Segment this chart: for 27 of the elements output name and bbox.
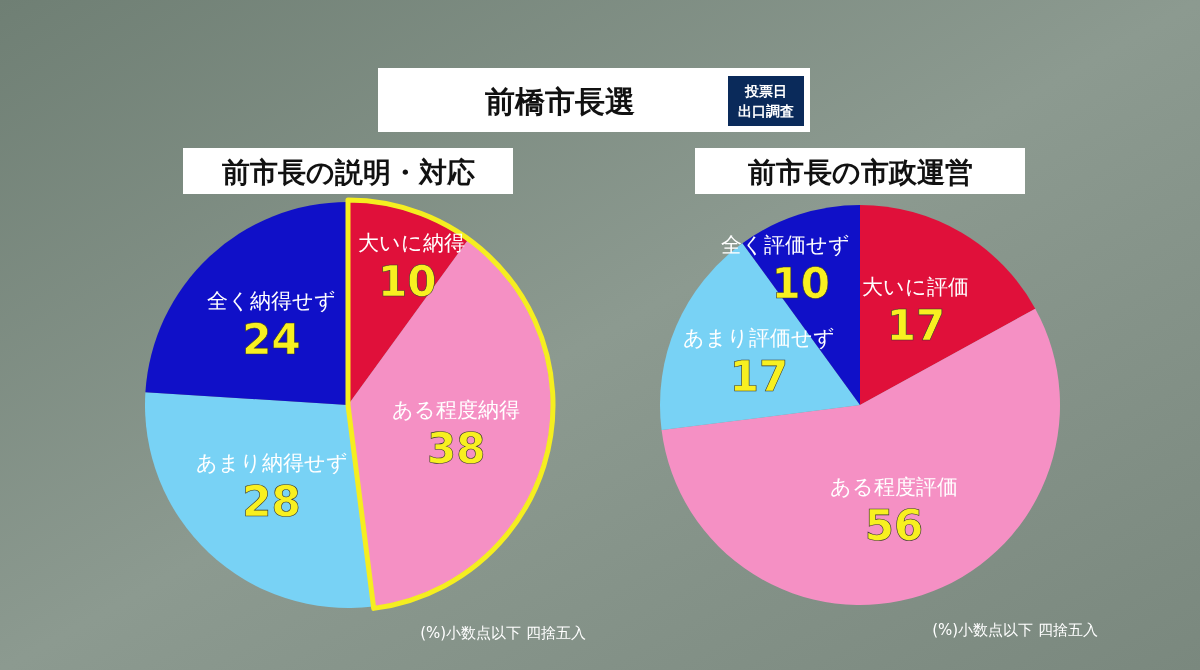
slice-label: あまり評価せず bbox=[683, 326, 836, 351]
slice-label: 全く納得せず bbox=[207, 288, 337, 313]
data-label: 10 bbox=[771, 259, 830, 309]
pie-slice bbox=[145, 202, 348, 405]
chart-title: 前市長の市政運営 bbox=[746, 156, 973, 189]
slice-label: ある程度納得 bbox=[392, 397, 521, 422]
pie-slice bbox=[145, 392, 374, 608]
slice-label: あまり納得せず bbox=[195, 451, 348, 476]
data-label: 10 bbox=[378, 256, 437, 306]
text: (%)小数点以下 四捨五入 bbox=[420, 624, 586, 642]
text: 投票日 bbox=[744, 83, 787, 99]
text: 前橋市長選 bbox=[485, 84, 635, 119]
slice-label: 大いに納得 bbox=[358, 230, 465, 255]
data-label: 56 bbox=[864, 500, 924, 550]
slice-label: 全く評価せず bbox=[721, 233, 850, 258]
pie-slice bbox=[860, 205, 1036, 405]
data-label: 38 bbox=[426, 423, 486, 473]
data-label: 24 bbox=[242, 314, 301, 364]
slice-label: 大いに評価 bbox=[862, 275, 970, 300]
data-label: 17 bbox=[886, 301, 946, 351]
data-label: 28 bbox=[242, 477, 301, 527]
text: (%)小数点以下 四捨五入 bbox=[932, 621, 1098, 639]
chart-title: 前市長の説明・対応 bbox=[220, 156, 475, 189]
pie-slice bbox=[661, 308, 1060, 605]
data-label: 17 bbox=[729, 352, 789, 402]
text: 出口調査 bbox=[738, 103, 794, 119]
slice-label: ある程度評価 bbox=[829, 474, 958, 499]
